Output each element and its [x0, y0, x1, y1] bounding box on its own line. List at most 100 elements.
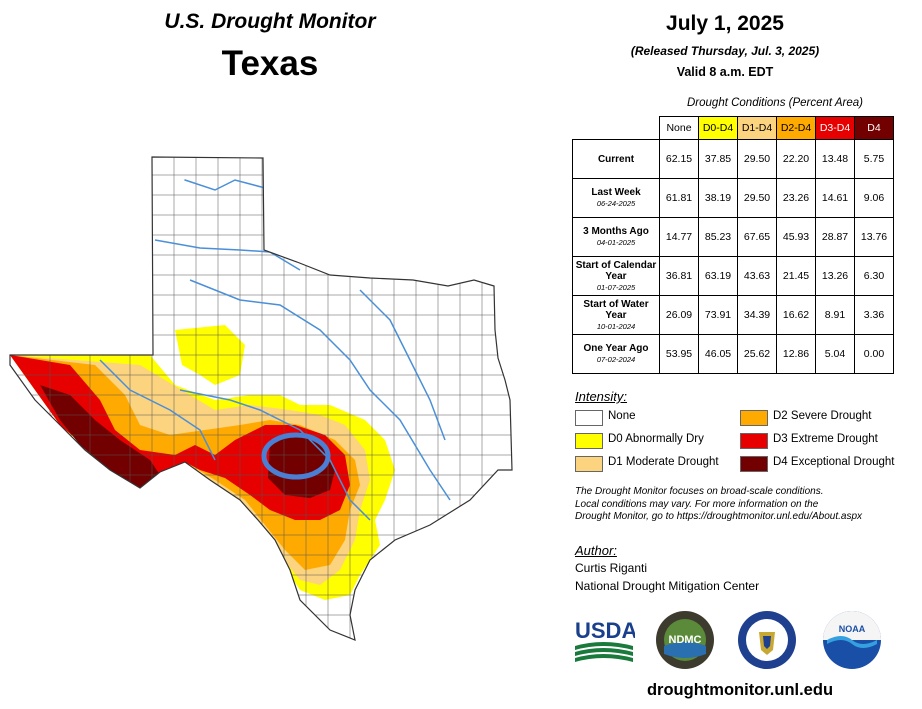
- table-row: Last Week 06-24-2025 61.81 38.19 29.50 23.26 1…: [572, 178, 894, 218]
- row-date: 10-01-2024: [596, 321, 636, 331]
- note-line: Local conditions may vary. For more info…: [575, 498, 819, 510]
- row-label: 3 Months Ago 04-01-2025: [572, 217, 660, 257]
- value-cell: 16.62: [776, 295, 816, 335]
- legend-label: D3 Extreme Drought: [773, 433, 878, 445]
- value-cell: 22.20: [776, 139, 816, 179]
- note-line: Drought Monitor, go to https://droughtmo…: [575, 511, 863, 522]
- value-cell: 43.63: [737, 256, 777, 296]
- legend-swatch: [575, 410, 603, 426]
- ndmc-logo: NDMC: [656, 611, 714, 669]
- value-cell: 9.06: [854, 178, 894, 218]
- release-date: (Released Thursday, Jul. 3, 2025): [630, 44, 820, 58]
- value-cell: 5.75: [854, 139, 894, 179]
- drought-areas: [10, 157, 512, 640]
- state-title: Texas: [221, 44, 319, 83]
- value-cell: 21.45: [776, 256, 816, 296]
- value-cell: 61.81: [659, 178, 699, 218]
- table-body: Current 62.15 37.85 29.50 22.20 13.48 5.75 Last…: [572, 139, 894, 374]
- river-colorado: [179, 389, 371, 521]
- note-line: The Drought Monitor focuses on broad-sca…: [575, 486, 824, 497]
- value-cell: 38.19: [698, 178, 738, 218]
- row-label: Start of Water Year 10-01-2024: [572, 295, 660, 335]
- legend-swatch: [740, 433, 768, 449]
- row-date: 06-24-2025: [596, 199, 636, 208]
- value-cell: 6.30: [854, 256, 894, 296]
- legend-label: D2 Severe Drought: [773, 410, 872, 422]
- river-red: [184, 179, 266, 191]
- monitor-title: U.S. Drought Monitor: [164, 10, 376, 33]
- river-canadian: [154, 239, 301, 271]
- d3-area: [10, 355, 350, 520]
- value-cell: 0.00: [854, 334, 894, 374]
- legend-label: None: [608, 410, 636, 422]
- author-title: Author:: [575, 543, 617, 558]
- table-row: One Year Ago 07-02-2024 53.95 46.05 25.62 12.…: [572, 334, 894, 374]
- legend-label: D0 Abnormally Dry: [608, 433, 704, 445]
- header-cell: None: [659, 116, 699, 140]
- drought-conditions-table: None D0-D4 D1-D4 D2-D4 D3-D4 D4 Current 6…: [572, 116, 894, 374]
- value-cell: 73.91: [698, 295, 738, 335]
- row-label: Start of Calendar Year 01-07-2025: [572, 256, 660, 296]
- value-cell: 26.09: [659, 295, 699, 335]
- value-cell: 36.81: [659, 256, 699, 296]
- author-name: Curtis Riganti: [575, 561, 648, 575]
- row-date: 07-02-2024: [596, 355, 636, 364]
- legend-title: Intensity:: [575, 389, 628, 404]
- value-cell: 12.86: [776, 334, 816, 374]
- texas-drought-map: [9, 156, 513, 641]
- river-brazos: [189, 279, 451, 501]
- value-cell: 45.93: [776, 217, 816, 257]
- author-org: National Drought Mitigation Center: [575, 579, 760, 593]
- value-cell: 3.36: [854, 295, 894, 335]
- table-row: 3 Months Ago 04-01-2025 14.77 85.23 67.65 45.…: [572, 217, 894, 257]
- legend-swatch: [575, 456, 603, 472]
- value-cell: 53.95: [659, 334, 699, 374]
- legend-label: D1 Moderate Drought: [608, 456, 719, 468]
- legend-swatch: [740, 410, 768, 426]
- value-cell: 8.91: [815, 295, 855, 335]
- legend-swatch: [575, 433, 603, 449]
- rivers: [99, 179, 451, 521]
- ndmc-logo-text: NDMC: [669, 634, 702, 646]
- value-cell: 14.61: [815, 178, 855, 218]
- value-cell: 28.87: [815, 217, 855, 257]
- table-caption: Drought Conditions (Percent Area): [687, 97, 863, 109]
- value-cell: 23.26: [776, 178, 816, 218]
- value-cell: 5.04: [815, 334, 855, 374]
- header-cell: D2-D4: [776, 116, 816, 140]
- value-cell: 29.50: [737, 139, 777, 179]
- legend-swatch: [740, 456, 768, 472]
- value-cell: 29.50: [737, 178, 777, 218]
- table-header-row: None D0-D4 D1-D4 D2-D4 D3-D4 D4: [572, 116, 894, 140]
- legend-label: D4 Exceptional Drought: [773, 456, 895, 468]
- department-of-commerce-seal: [738, 611, 796, 669]
- header-cell: D3-D4: [815, 116, 855, 140]
- value-cell: 25.62: [737, 334, 777, 374]
- map-date: July 1, 2025: [666, 12, 784, 35]
- noaa-logo-text: NOAA: [839, 624, 866, 634]
- value-cell: 37.85: [698, 139, 738, 179]
- valid-time: Valid 8 a.m. EDT: [676, 65, 774, 79]
- value-cell: 46.05: [698, 334, 738, 374]
- row-label-text: Start of Water Year: [583, 298, 649, 321]
- highlight-ring: [261, 432, 331, 480]
- usda-logo: USDA: [575, 618, 635, 662]
- row-label: Current: [572, 139, 660, 179]
- header-cell: D4: [854, 116, 894, 140]
- disclaimer-note: The Drought Monitor focuses on broad-sca…: [575, 486, 905, 524]
- value-cell: 67.65: [737, 217, 777, 257]
- table-row: Start of Water Year 10-01-2024 26.09 73.91 3…: [572, 295, 894, 335]
- row-label-text: Current: [597, 153, 635, 165]
- row-label: Last Week 06-24-2025: [572, 178, 660, 218]
- row-label: One Year Ago 07-02-2024: [572, 334, 660, 374]
- header-cell: D0-D4: [698, 116, 738, 140]
- table-row: Current 62.15 37.85 29.50 22.20 13.48 5.75: [572, 139, 894, 179]
- header-blank-cell: [572, 116, 660, 140]
- river-pecos: [99, 359, 216, 461]
- value-cell: 62.15: [659, 139, 699, 179]
- river-trinity: [359, 289, 446, 441]
- header-cell: D1-D4: [737, 116, 777, 140]
- value-cell: 13.26: [815, 256, 855, 296]
- row-label-text: Last Week: [591, 187, 641, 198]
- value-cell: 63.19: [698, 256, 738, 296]
